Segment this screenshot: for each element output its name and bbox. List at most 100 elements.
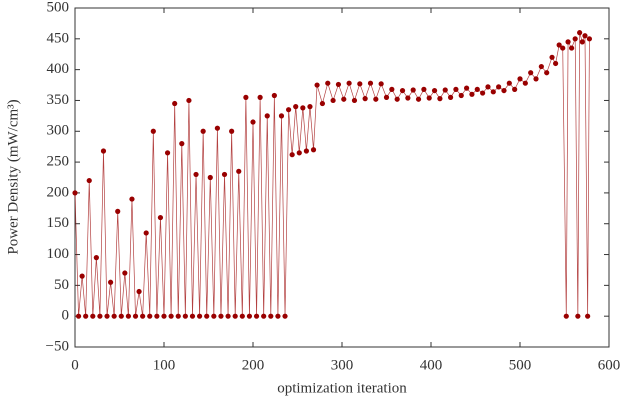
data-point bbox=[150, 128, 156, 134]
data-point bbox=[362, 96, 368, 102]
y-tick-label: 350 bbox=[47, 92, 70, 108]
data-point bbox=[97, 313, 103, 319]
data-point bbox=[310, 147, 317, 153]
data-point bbox=[264, 113, 270, 119]
data-point bbox=[474, 86, 480, 92]
data-point bbox=[72, 190, 78, 196]
data-point bbox=[378, 81, 384, 87]
data-point bbox=[214, 125, 220, 131]
data-point bbox=[549, 54, 555, 60]
y-tick-label: 200 bbox=[47, 184, 70, 200]
data-point bbox=[221, 171, 228, 178]
data-point bbox=[172, 100, 178, 107]
x-tick-label: 500 bbox=[509, 357, 532, 373]
data-point bbox=[229, 128, 235, 134]
plot-frame bbox=[74, 7, 610, 348]
data-point bbox=[582, 33, 588, 39]
data-point bbox=[243, 94, 249, 100]
data-point bbox=[293, 104, 299, 110]
data-point bbox=[75, 313, 82, 319]
data-point bbox=[373, 96, 379, 102]
x-tick-label: 100 bbox=[153, 357, 176, 373]
data-point bbox=[421, 86, 427, 92]
y-tick-label: 500 bbox=[47, 0, 70, 15]
data-point bbox=[394, 96, 400, 102]
data-point bbox=[236, 168, 242, 174]
data-point bbox=[399, 87, 406, 94]
data-point bbox=[115, 208, 121, 214]
data-point bbox=[303, 148, 309, 154]
data-point bbox=[501, 87, 507, 94]
data-point bbox=[282, 313, 288, 319]
data-point bbox=[289, 152, 295, 158]
data-point bbox=[437, 96, 443, 102]
data-point bbox=[346, 80, 352, 86]
x-tick-label: 0 bbox=[71, 357, 79, 373]
data-point bbox=[575, 313, 581, 319]
data-point bbox=[257, 94, 263, 100]
x-axis-label: optimization iteration bbox=[277, 380, 407, 396]
data-point bbox=[563, 313, 569, 319]
data-point bbox=[200, 128, 206, 134]
data-point bbox=[522, 80, 528, 86]
data-point bbox=[275, 313, 281, 319]
data-point bbox=[538, 63, 544, 70]
data-point bbox=[147, 313, 153, 319]
data-point bbox=[579, 39, 585, 45]
data-point bbox=[586, 36, 593, 42]
data-point bbox=[197, 313, 203, 319]
y-tick-label: 250 bbox=[47, 154, 70, 170]
y-tick-label: −50 bbox=[46, 338, 69, 354]
data-point bbox=[154, 313, 160, 319]
data-point bbox=[286, 107, 292, 113]
data-point bbox=[136, 288, 142, 295]
data-point bbox=[533, 76, 539, 82]
data-point bbox=[104, 313, 110, 319]
data-point bbox=[140, 313, 146, 319]
data-point bbox=[351, 97, 358, 104]
data-point bbox=[383, 94, 390, 100]
data-point bbox=[261, 313, 267, 319]
data-point bbox=[341, 96, 347, 102]
y-tick-label: 400 bbox=[47, 61, 70, 77]
data-point bbox=[405, 95, 411, 101]
data-point bbox=[132, 313, 139, 319]
y-tick-label: 300 bbox=[47, 123, 70, 139]
data-point bbox=[569, 45, 575, 51]
series-line bbox=[74, 32, 590, 317]
data-point bbox=[157, 214, 164, 221]
data-point bbox=[426, 95, 432, 101]
data-point bbox=[469, 91, 475, 97]
data-point bbox=[560, 45, 566, 51]
data-point bbox=[490, 89, 496, 95]
data-point bbox=[182, 313, 188, 319]
data-point bbox=[307, 104, 313, 110]
data-point bbox=[367, 80, 374, 86]
data-point bbox=[389, 86, 395, 92]
data-point bbox=[93, 255, 99, 261]
data-point bbox=[480, 90, 486, 96]
data-point bbox=[572, 36, 578, 42]
data-point bbox=[143, 230, 149, 236]
x-tick-label: 300 bbox=[331, 357, 354, 373]
data-point bbox=[161, 313, 167, 319]
y-tick-label: 450 bbox=[47, 30, 70, 46]
data-point bbox=[268, 313, 274, 319]
data-point bbox=[211, 313, 217, 319]
data-point bbox=[118, 313, 124, 319]
data-point bbox=[496, 84, 502, 90]
data-point bbox=[179, 141, 185, 147]
data-point bbox=[464, 85, 470, 91]
data-point bbox=[246, 313, 253, 319]
data-point bbox=[111, 313, 117, 319]
data-point bbox=[300, 105, 306, 111]
data-point bbox=[447, 94, 454, 100]
data-point bbox=[168, 313, 174, 319]
data-point bbox=[253, 313, 260, 319]
data-point bbox=[528, 70, 534, 76]
data-point bbox=[512, 86, 518, 92]
data-point bbox=[100, 148, 107, 154]
data-point bbox=[207, 174, 213, 181]
